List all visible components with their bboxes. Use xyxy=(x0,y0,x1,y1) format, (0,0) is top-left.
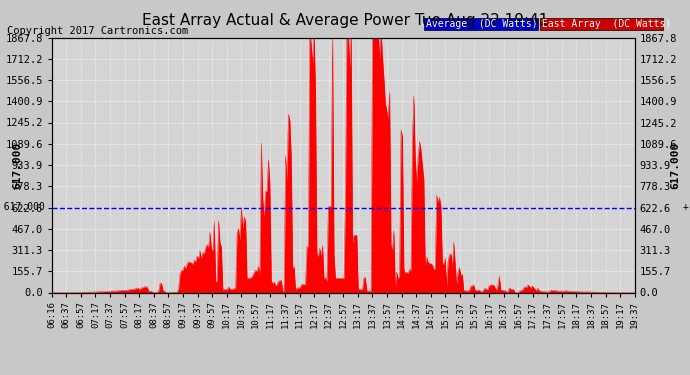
Text: East Array  (DC Watts): East Array (DC Watts) xyxy=(542,19,671,28)
Text: 617.000: 617.000 xyxy=(12,141,22,189)
Text: + 617.000: + 617.000 xyxy=(0,202,45,213)
Text: + 617.000: + 617.000 xyxy=(683,202,690,213)
Text: Average  (DC Watts): Average (DC Watts) xyxy=(426,19,538,28)
Text: 617.000: 617.000 xyxy=(671,141,680,189)
Text: Copyright 2017 Cartronics.com: Copyright 2017 Cartronics.com xyxy=(7,26,188,36)
Text: East Array Actual & Average Power Tue Aug 22 19:41: East Array Actual & Average Power Tue Au… xyxy=(142,13,548,28)
